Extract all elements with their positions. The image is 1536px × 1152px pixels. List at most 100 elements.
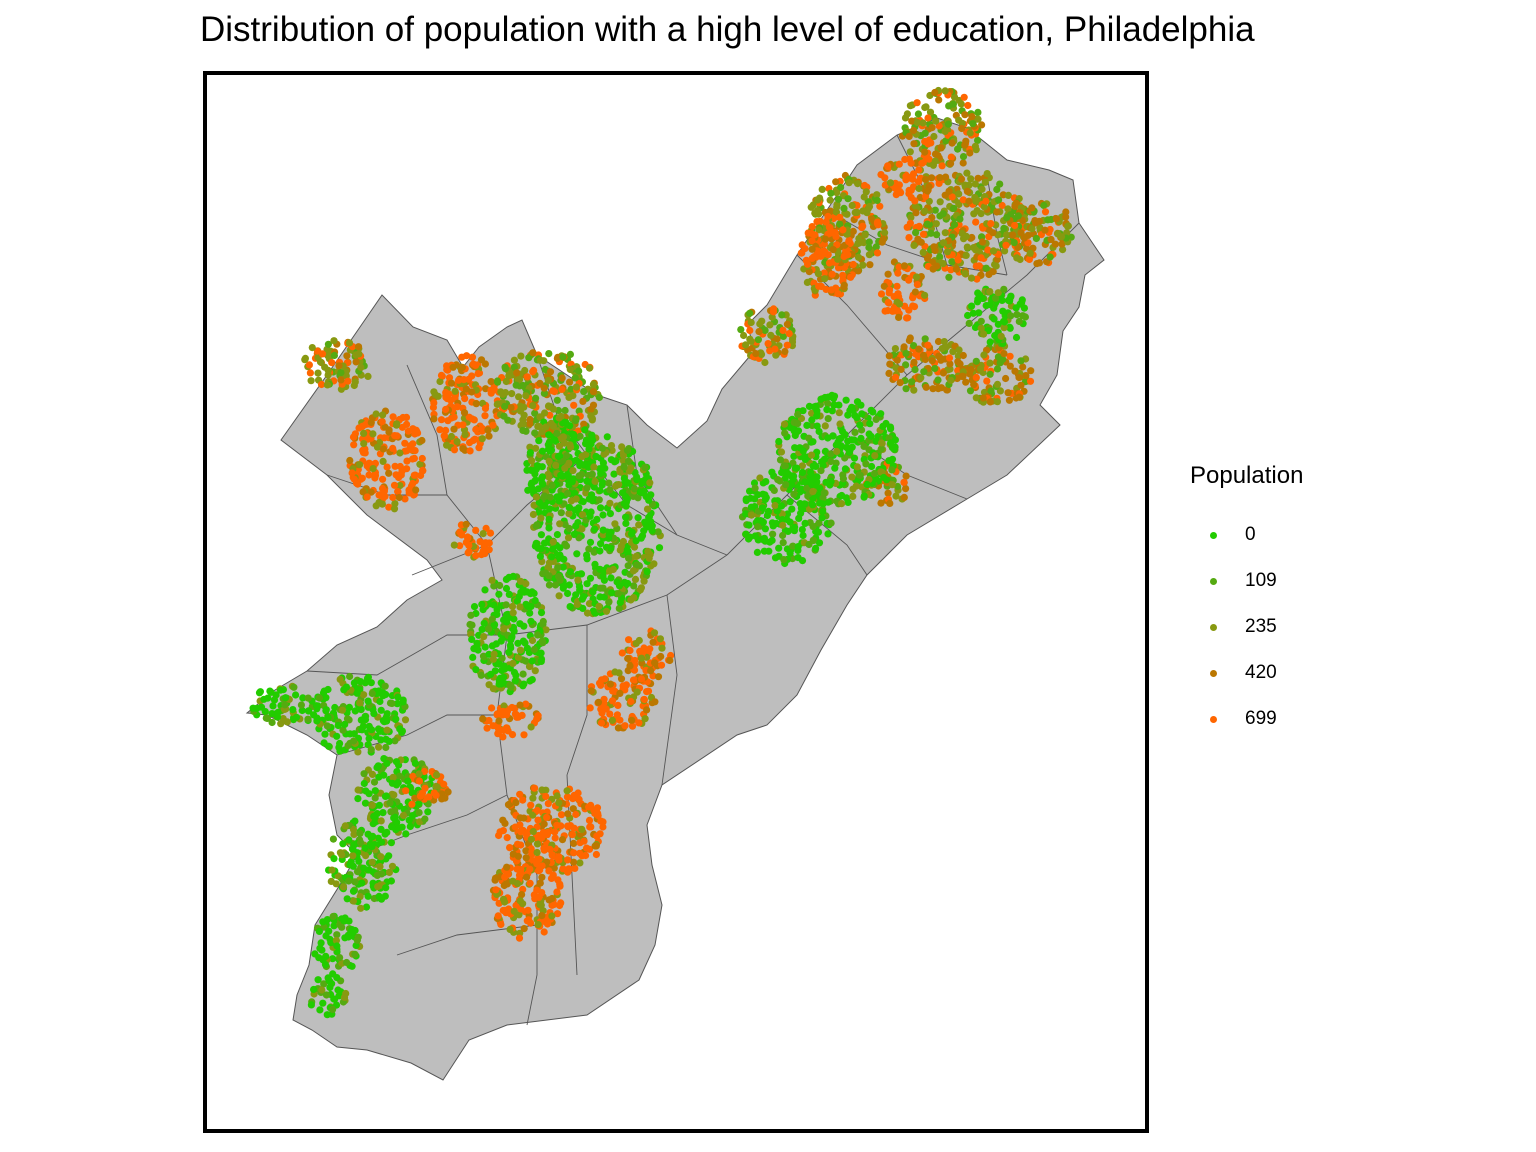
education-point bbox=[761, 525, 770, 533]
education-point bbox=[481, 643, 489, 651]
education-point bbox=[932, 117, 940, 125]
education-point bbox=[790, 490, 798, 498]
education-point bbox=[558, 374, 566, 382]
education-point bbox=[606, 499, 614, 507]
education-point bbox=[392, 421, 401, 429]
education-point bbox=[945, 102, 953, 110]
education-point bbox=[386, 799, 394, 807]
education-point bbox=[803, 421, 811, 429]
education-point bbox=[360, 691, 368, 699]
education-point bbox=[553, 792, 561, 800]
education-point bbox=[377, 825, 385, 834]
education-point bbox=[986, 370, 994, 378]
education-point bbox=[613, 578, 621, 586]
education-point bbox=[824, 530, 832, 538]
education-point bbox=[385, 737, 393, 746]
education-point bbox=[558, 836, 567, 844]
education-point bbox=[592, 842, 600, 850]
education-point bbox=[884, 489, 892, 497]
district-line bbox=[406, 364, 488, 546]
education-point bbox=[535, 855, 543, 863]
education-point bbox=[972, 373, 980, 382]
education-point bbox=[528, 457, 536, 465]
education-point bbox=[1046, 253, 1054, 261]
education-point bbox=[532, 539, 540, 547]
education-point bbox=[346, 861, 354, 869]
education-point bbox=[842, 396, 850, 404]
education-point bbox=[566, 378, 574, 386]
education-point bbox=[377, 706, 385, 714]
education-point bbox=[971, 180, 980, 188]
education-point bbox=[906, 148, 914, 156]
education-point bbox=[974, 136, 982, 144]
education-point bbox=[790, 452, 798, 460]
education-point bbox=[412, 426, 420, 434]
education-point bbox=[402, 830, 410, 838]
education-point bbox=[557, 811, 566, 819]
education-point bbox=[963, 187, 972, 195]
education-point bbox=[523, 373, 531, 381]
education-point bbox=[851, 208, 859, 217]
education-point bbox=[526, 420, 534, 428]
education-point bbox=[512, 381, 520, 389]
education-point bbox=[974, 174, 982, 182]
education-point bbox=[629, 567, 638, 575]
education-point bbox=[375, 498, 383, 507]
education-point bbox=[334, 721, 342, 730]
education-point bbox=[978, 121, 986, 129]
education-point bbox=[350, 679, 358, 687]
education-point bbox=[315, 927, 323, 936]
education-point bbox=[1006, 352, 1014, 360]
education-point bbox=[1004, 389, 1012, 397]
education-point bbox=[615, 604, 623, 613]
education-point bbox=[405, 489, 413, 497]
education-point bbox=[813, 422, 821, 430]
education-point bbox=[632, 639, 640, 648]
education-point bbox=[409, 455, 417, 463]
education-point bbox=[877, 410, 885, 418]
education-point bbox=[320, 687, 328, 695]
education-point bbox=[772, 351, 780, 359]
education-point bbox=[645, 496, 653, 504]
education-point bbox=[579, 397, 587, 405]
education-point bbox=[490, 650, 498, 658]
education-point bbox=[533, 715, 541, 723]
education-point bbox=[383, 463, 391, 471]
education-point bbox=[902, 361, 910, 369]
education-point bbox=[849, 406, 857, 414]
education-point bbox=[914, 110, 923, 118]
education-point bbox=[888, 466, 896, 474]
education-point bbox=[555, 497, 563, 505]
education-point bbox=[929, 385, 937, 393]
education-point bbox=[972, 262, 980, 270]
education-point bbox=[957, 175, 966, 183]
education-point bbox=[973, 207, 981, 215]
education-point bbox=[900, 343, 908, 351]
education-point bbox=[942, 173, 950, 181]
education-point bbox=[497, 637, 505, 645]
education-point bbox=[520, 814, 528, 822]
education-point bbox=[974, 295, 982, 303]
education-point bbox=[1028, 225, 1036, 233]
legend-item: 420 bbox=[1190, 650, 1303, 696]
education-point bbox=[310, 985, 318, 994]
education-point bbox=[865, 243, 873, 252]
education-point bbox=[467, 611, 475, 619]
education-point bbox=[333, 974, 341, 982]
education-point bbox=[777, 448, 786, 456]
education-point bbox=[1040, 201, 1048, 210]
education-point bbox=[779, 326, 787, 334]
education-point bbox=[354, 786, 362, 794]
education-point bbox=[593, 832, 601, 840]
education-point bbox=[370, 710, 378, 718]
education-point bbox=[485, 625, 493, 633]
education-point bbox=[895, 300, 904, 308]
education-point bbox=[855, 235, 863, 243]
education-point bbox=[844, 411, 852, 419]
education-point bbox=[840, 204, 848, 212]
education-point bbox=[827, 189, 835, 197]
education-point bbox=[588, 491, 596, 499]
education-point bbox=[993, 398, 1002, 406]
legend-key-dot bbox=[1210, 531, 1217, 539]
education-point bbox=[1047, 235, 1055, 244]
